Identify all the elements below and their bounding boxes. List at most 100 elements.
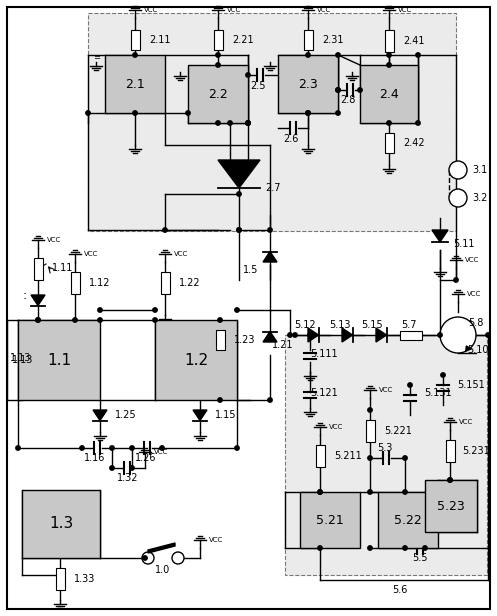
Circle shape xyxy=(318,490,322,494)
Circle shape xyxy=(416,53,420,57)
Text: 2.4: 2.4 xyxy=(379,87,399,100)
Circle shape xyxy=(486,333,490,337)
Circle shape xyxy=(237,228,241,232)
Circle shape xyxy=(454,278,458,282)
Bar xyxy=(34,258,43,280)
Text: 2.31: 2.31 xyxy=(322,35,343,45)
Circle shape xyxy=(163,228,167,232)
Circle shape xyxy=(368,456,372,460)
Text: 1.16: 1.16 xyxy=(84,453,106,463)
Circle shape xyxy=(423,546,427,550)
Circle shape xyxy=(318,490,322,494)
Text: 5.13: 5.13 xyxy=(329,320,351,330)
Circle shape xyxy=(403,546,407,550)
Circle shape xyxy=(110,446,114,450)
Circle shape xyxy=(336,88,340,92)
Circle shape xyxy=(216,53,220,57)
Polygon shape xyxy=(432,230,448,242)
Text: VCC: VCC xyxy=(144,7,158,13)
Circle shape xyxy=(293,333,297,337)
Circle shape xyxy=(228,121,232,125)
Text: 1.3: 1.3 xyxy=(49,516,73,532)
Circle shape xyxy=(416,121,420,125)
Text: 5.21: 5.21 xyxy=(316,514,344,527)
Text: 5.6: 5.6 xyxy=(392,585,408,595)
Circle shape xyxy=(408,383,412,387)
Text: 5.121: 5.121 xyxy=(310,388,338,398)
Text: 2.21: 2.21 xyxy=(232,35,253,45)
Circle shape xyxy=(306,53,310,57)
Polygon shape xyxy=(466,346,471,351)
Text: :: : xyxy=(23,288,27,301)
Circle shape xyxy=(448,478,452,482)
Text: 1.2: 1.2 xyxy=(184,352,208,368)
Circle shape xyxy=(438,333,442,337)
Text: 5.5: 5.5 xyxy=(412,553,428,563)
Text: VCC: VCC xyxy=(317,7,331,13)
Circle shape xyxy=(358,88,362,92)
Text: VCC: VCC xyxy=(154,449,168,455)
Text: 2.42: 2.42 xyxy=(403,138,424,148)
Circle shape xyxy=(235,446,239,450)
Circle shape xyxy=(368,408,372,412)
Circle shape xyxy=(336,53,340,57)
Bar xyxy=(385,133,394,153)
Circle shape xyxy=(387,63,391,67)
Circle shape xyxy=(308,333,312,337)
Polygon shape xyxy=(263,331,277,342)
Bar xyxy=(385,30,394,52)
Text: 2.8: 2.8 xyxy=(340,95,356,105)
Circle shape xyxy=(246,121,250,125)
Text: 2.2: 2.2 xyxy=(208,87,228,100)
Circle shape xyxy=(235,308,239,312)
Text: 5.12: 5.12 xyxy=(294,320,316,330)
Circle shape xyxy=(318,546,322,550)
Bar xyxy=(71,272,80,294)
Text: VCC: VCC xyxy=(329,424,343,430)
Text: 1.0: 1.0 xyxy=(156,565,170,575)
Circle shape xyxy=(73,318,77,322)
Bar xyxy=(366,420,375,442)
Bar xyxy=(88,13,456,231)
Text: 1.11: 1.11 xyxy=(52,263,74,273)
Text: 2.5: 2.5 xyxy=(250,81,266,91)
Text: VCC: VCC xyxy=(47,237,61,243)
Text: 1.5: 1.5 xyxy=(243,265,258,275)
Text: 5.211: 5.211 xyxy=(334,451,362,461)
Text: 1.25: 1.25 xyxy=(115,410,137,420)
Circle shape xyxy=(130,466,134,470)
Polygon shape xyxy=(263,251,277,262)
Circle shape xyxy=(441,373,445,377)
Bar xyxy=(446,440,455,462)
Text: 5.11: 5.11 xyxy=(453,239,475,249)
Circle shape xyxy=(160,446,164,450)
Text: VCC: VCC xyxy=(398,7,412,13)
Bar xyxy=(216,330,225,350)
Text: 2.3: 2.3 xyxy=(298,78,318,91)
Circle shape xyxy=(133,111,137,115)
Polygon shape xyxy=(376,328,387,342)
Circle shape xyxy=(336,88,340,92)
Bar xyxy=(300,492,360,548)
Bar xyxy=(400,331,422,340)
Text: 1.21: 1.21 xyxy=(272,340,294,350)
Text: VCC: VCC xyxy=(227,7,241,13)
Text: 3.1: 3.1 xyxy=(472,165,488,175)
Text: 5.231: 5.231 xyxy=(462,446,490,456)
Circle shape xyxy=(216,63,220,67)
Circle shape xyxy=(153,318,157,322)
Text: 2.6: 2.6 xyxy=(283,134,299,144)
Text: 1.12: 1.12 xyxy=(89,278,110,288)
Circle shape xyxy=(218,318,222,322)
Polygon shape xyxy=(308,328,319,342)
Text: 3.2: 3.2 xyxy=(472,193,488,203)
Circle shape xyxy=(368,490,372,494)
Bar xyxy=(285,335,487,575)
Text: 5.151: 5.151 xyxy=(457,380,485,390)
Circle shape xyxy=(403,456,407,460)
Bar xyxy=(360,65,418,123)
Circle shape xyxy=(237,228,241,232)
Text: VCC: VCC xyxy=(459,419,473,425)
Circle shape xyxy=(36,318,40,322)
Text: 1.22: 1.22 xyxy=(179,278,201,288)
